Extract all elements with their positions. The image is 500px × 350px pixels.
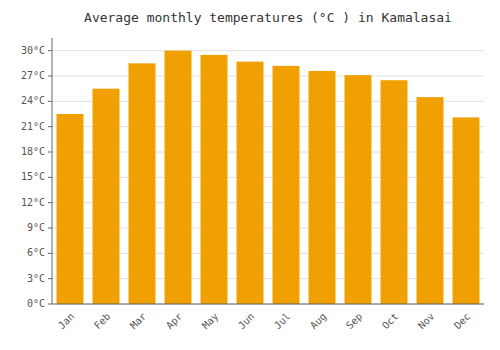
y-tick-label: 15°C [21, 171, 45, 182]
tick-mark [48, 228, 52, 229]
x-tick-label: May [200, 311, 221, 332]
y-tick-label: 18°C [21, 146, 45, 157]
title: Average monthly temperatures (°C ) in Ka… [84, 10, 452, 25]
x-tick-label: Sep [344, 311, 365, 332]
x-tick-label: Nov [416, 311, 437, 332]
bar [453, 117, 480, 304]
tick-mark [48, 126, 52, 127]
bar [381, 80, 408, 304]
tick-mark [48, 253, 52, 254]
y-tick-label: 27°C [21, 70, 45, 81]
x-tick-label: Jun [236, 311, 257, 332]
bar [309, 71, 336, 304]
tick-mark [48, 304, 52, 305]
grid-line [52, 50, 484, 51]
x-axis-line [52, 304, 484, 305]
y-tick-label: 21°C [21, 121, 45, 132]
x-tick-label: Oct [380, 311, 401, 332]
tick-mark [48, 50, 52, 51]
bar [93, 89, 120, 304]
x-tick-label: Dec [452, 311, 473, 332]
tick-mark [48, 101, 52, 102]
bar [237, 62, 264, 304]
tick-mark [48, 76, 52, 77]
y-tick-label: 24°C [21, 95, 45, 106]
chart-container: 0°C 3°C 6°C 9°C 12°C 15°C 18°C 21°C 24°C 27°C 30°C… [0, 0, 500, 350]
tick-mark [48, 202, 52, 203]
y-tick-label: 0°C [27, 298, 45, 309]
y-tick-label: 6°C [27, 247, 45, 258]
x-tick-label: Mar [128, 311, 149, 332]
tick-mark [48, 152, 52, 153]
grid-line [52, 304, 484, 305]
x-tick-label: Feb [92, 311, 113, 332]
bar [57, 114, 84, 304]
y-grid [52, 51, 484, 304]
chart: 0°C 3°C 6°C 9°C 12°C 15°C 18°C 21°C 24°C 27°C 30°C… [0, 0, 500, 350]
bar [345, 75, 372, 304]
y-tick-label: 3°C [27, 273, 45, 284]
x-tick-label: Jul [272, 311, 293, 332]
y-tick-label: 12°C [21, 197, 45, 208]
bar [129, 63, 156, 304]
grid-line [52, 76, 484, 77]
y-axis-line [52, 38, 53, 304]
bars [57, 51, 480, 304]
tick-mark [48, 278, 52, 279]
x-tick-label: Aug [308, 311, 329, 332]
y-tick-label: 30°C [21, 45, 45, 56]
y-axis-ticks: 0°C 3°C 6°C 9°C 12°C 15°C 18°C 21°C 24°C 27°C 30°C [21, 45, 52, 309]
x-tick-label: Apr [164, 311, 185, 332]
bar [273, 66, 300, 304]
bar [201, 55, 228, 304]
bar [417, 97, 444, 304]
y-tick-label: 9°C [27, 222, 45, 233]
bar [165, 51, 192, 304]
x-tick-label: Jan [56, 311, 77, 332]
tick-mark [48, 177, 52, 178]
x-axis-ticks: Jan Feb Mar Apr May Jun Jul Aug Sep Oct Nov Dec [56, 311, 473, 332]
